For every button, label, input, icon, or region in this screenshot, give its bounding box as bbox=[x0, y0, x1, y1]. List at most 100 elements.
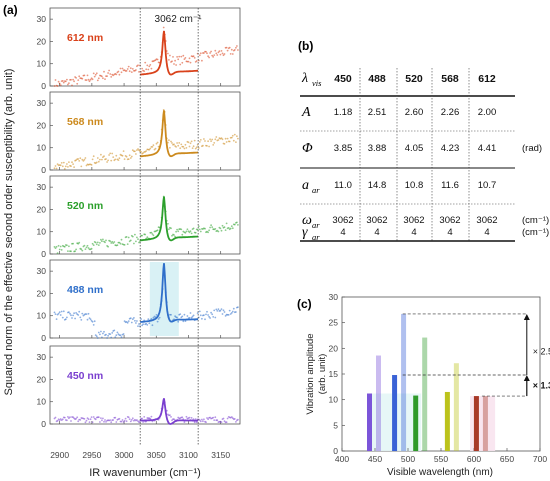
data-point bbox=[100, 153, 102, 156]
data-point bbox=[58, 248, 61, 251]
x-tick-label: 500 bbox=[401, 454, 415, 464]
data-point bbox=[175, 230, 178, 233]
data-point bbox=[146, 64, 149, 67]
data-point bbox=[208, 56, 211, 59]
data-point bbox=[95, 335, 98, 338]
background-band bbox=[470, 396, 496, 451]
data-point bbox=[202, 144, 204, 147]
data-point bbox=[225, 141, 228, 143]
data-point bbox=[237, 306, 239, 308]
data-point bbox=[125, 236, 128, 238]
data-point bbox=[79, 157, 82, 160]
y-tick-label: 0 bbox=[41, 165, 46, 175]
data-point bbox=[90, 247, 93, 250]
table-cell: 4.05 bbox=[405, 143, 424, 154]
data-point bbox=[87, 247, 90, 249]
data-point bbox=[101, 75, 103, 78]
data-point bbox=[142, 323, 145, 326]
data-point bbox=[155, 314, 158, 316]
data-point bbox=[107, 245, 109, 248]
table-cell: 2.00 bbox=[478, 107, 497, 118]
subplot-frame bbox=[49, 259, 241, 339]
y-tick-label: 0 bbox=[41, 81, 46, 91]
fit-line bbox=[140, 196, 199, 242]
data-point bbox=[72, 163, 74, 166]
row-symbol: a bbox=[302, 178, 309, 193]
data-point bbox=[208, 229, 211, 232]
data-point bbox=[215, 308, 218, 311]
data-point bbox=[215, 136, 218, 138]
data-point bbox=[137, 148, 139, 150]
data-point bbox=[84, 421, 87, 424]
data-point bbox=[78, 310, 81, 313]
x-tick-label: 3000 bbox=[115, 450, 134, 460]
data-point bbox=[206, 52, 208, 55]
bar-dark bbox=[473, 396, 479, 451]
column-header: 520 bbox=[405, 73, 423, 85]
data-point bbox=[223, 311, 226, 313]
data-point bbox=[55, 245, 58, 248]
data-point bbox=[70, 78, 72, 81]
column-header: 568 bbox=[441, 73, 459, 85]
data-point bbox=[145, 68, 148, 71]
data-point bbox=[206, 310, 208, 313]
data-point bbox=[203, 418, 205, 421]
data-point bbox=[133, 317, 135, 319]
data-point bbox=[129, 317, 132, 320]
data-point bbox=[119, 67, 122, 70]
data-point bbox=[131, 235, 134, 238]
data-point bbox=[83, 74, 86, 77]
y-tick-label: 10 bbox=[37, 143, 47, 153]
data-point bbox=[168, 139, 170, 142]
data-point bbox=[87, 78, 90, 81]
bar-light bbox=[482, 396, 488, 451]
data-point bbox=[67, 166, 69, 168]
data-point bbox=[183, 147, 186, 150]
data-point bbox=[129, 420, 132, 423]
data-point bbox=[217, 230, 220, 233]
panel-a-ylabel: Squared norm of the effective second ord… bbox=[3, 69, 15, 396]
data-point bbox=[85, 419, 88, 422]
data-point bbox=[111, 152, 114, 155]
data-point bbox=[72, 78, 74, 81]
data-point bbox=[121, 154, 124, 157]
data-point bbox=[154, 147, 157, 150]
y-tick-label: 10 bbox=[329, 395, 339, 405]
data-point bbox=[230, 312, 233, 314]
data-point bbox=[173, 418, 175, 420]
data-point bbox=[152, 316, 155, 319]
y-tick-label: 10 bbox=[37, 311, 47, 321]
data-point bbox=[54, 416, 57, 419]
data-point bbox=[162, 26, 165, 29]
table-cell: 11.6 bbox=[441, 180, 459, 191]
data-point bbox=[203, 138, 205, 140]
data-point bbox=[104, 78, 106, 80]
data-point bbox=[64, 318, 67, 321]
x-tick-label: 450 bbox=[368, 454, 382, 464]
data-point bbox=[77, 79, 80, 81]
data-point bbox=[236, 45, 238, 47]
data-point bbox=[217, 139, 220, 141]
data-point bbox=[199, 314, 202, 317]
data-point bbox=[199, 52, 202, 55]
subplot-frame bbox=[49, 345, 241, 425]
data-point bbox=[129, 157, 132, 159]
data-point bbox=[207, 418, 210, 421]
data-point bbox=[150, 317, 153, 320]
row-unit: (cm⁻¹) bbox=[522, 215, 549, 226]
data-point bbox=[182, 54, 185, 57]
table-cell: 10.7 bbox=[478, 180, 497, 191]
parameter-table: λ vis 450 488 520 568 612 A 1.18 2.51 2.60 2.26 2.00… bbox=[300, 68, 549, 242]
data-point bbox=[179, 313, 182, 315]
data-point bbox=[230, 136, 233, 139]
data-point bbox=[126, 68, 129, 70]
data-point bbox=[227, 314, 230, 316]
data-point bbox=[57, 312, 60, 315]
fit-line bbox=[140, 398, 199, 425]
data-point bbox=[67, 250, 69, 253]
data-point bbox=[140, 151, 143, 153]
data-point bbox=[59, 164, 62, 167]
data-point bbox=[146, 324, 149, 326]
data-point bbox=[100, 238, 102, 241]
data-point bbox=[131, 417, 134, 420]
